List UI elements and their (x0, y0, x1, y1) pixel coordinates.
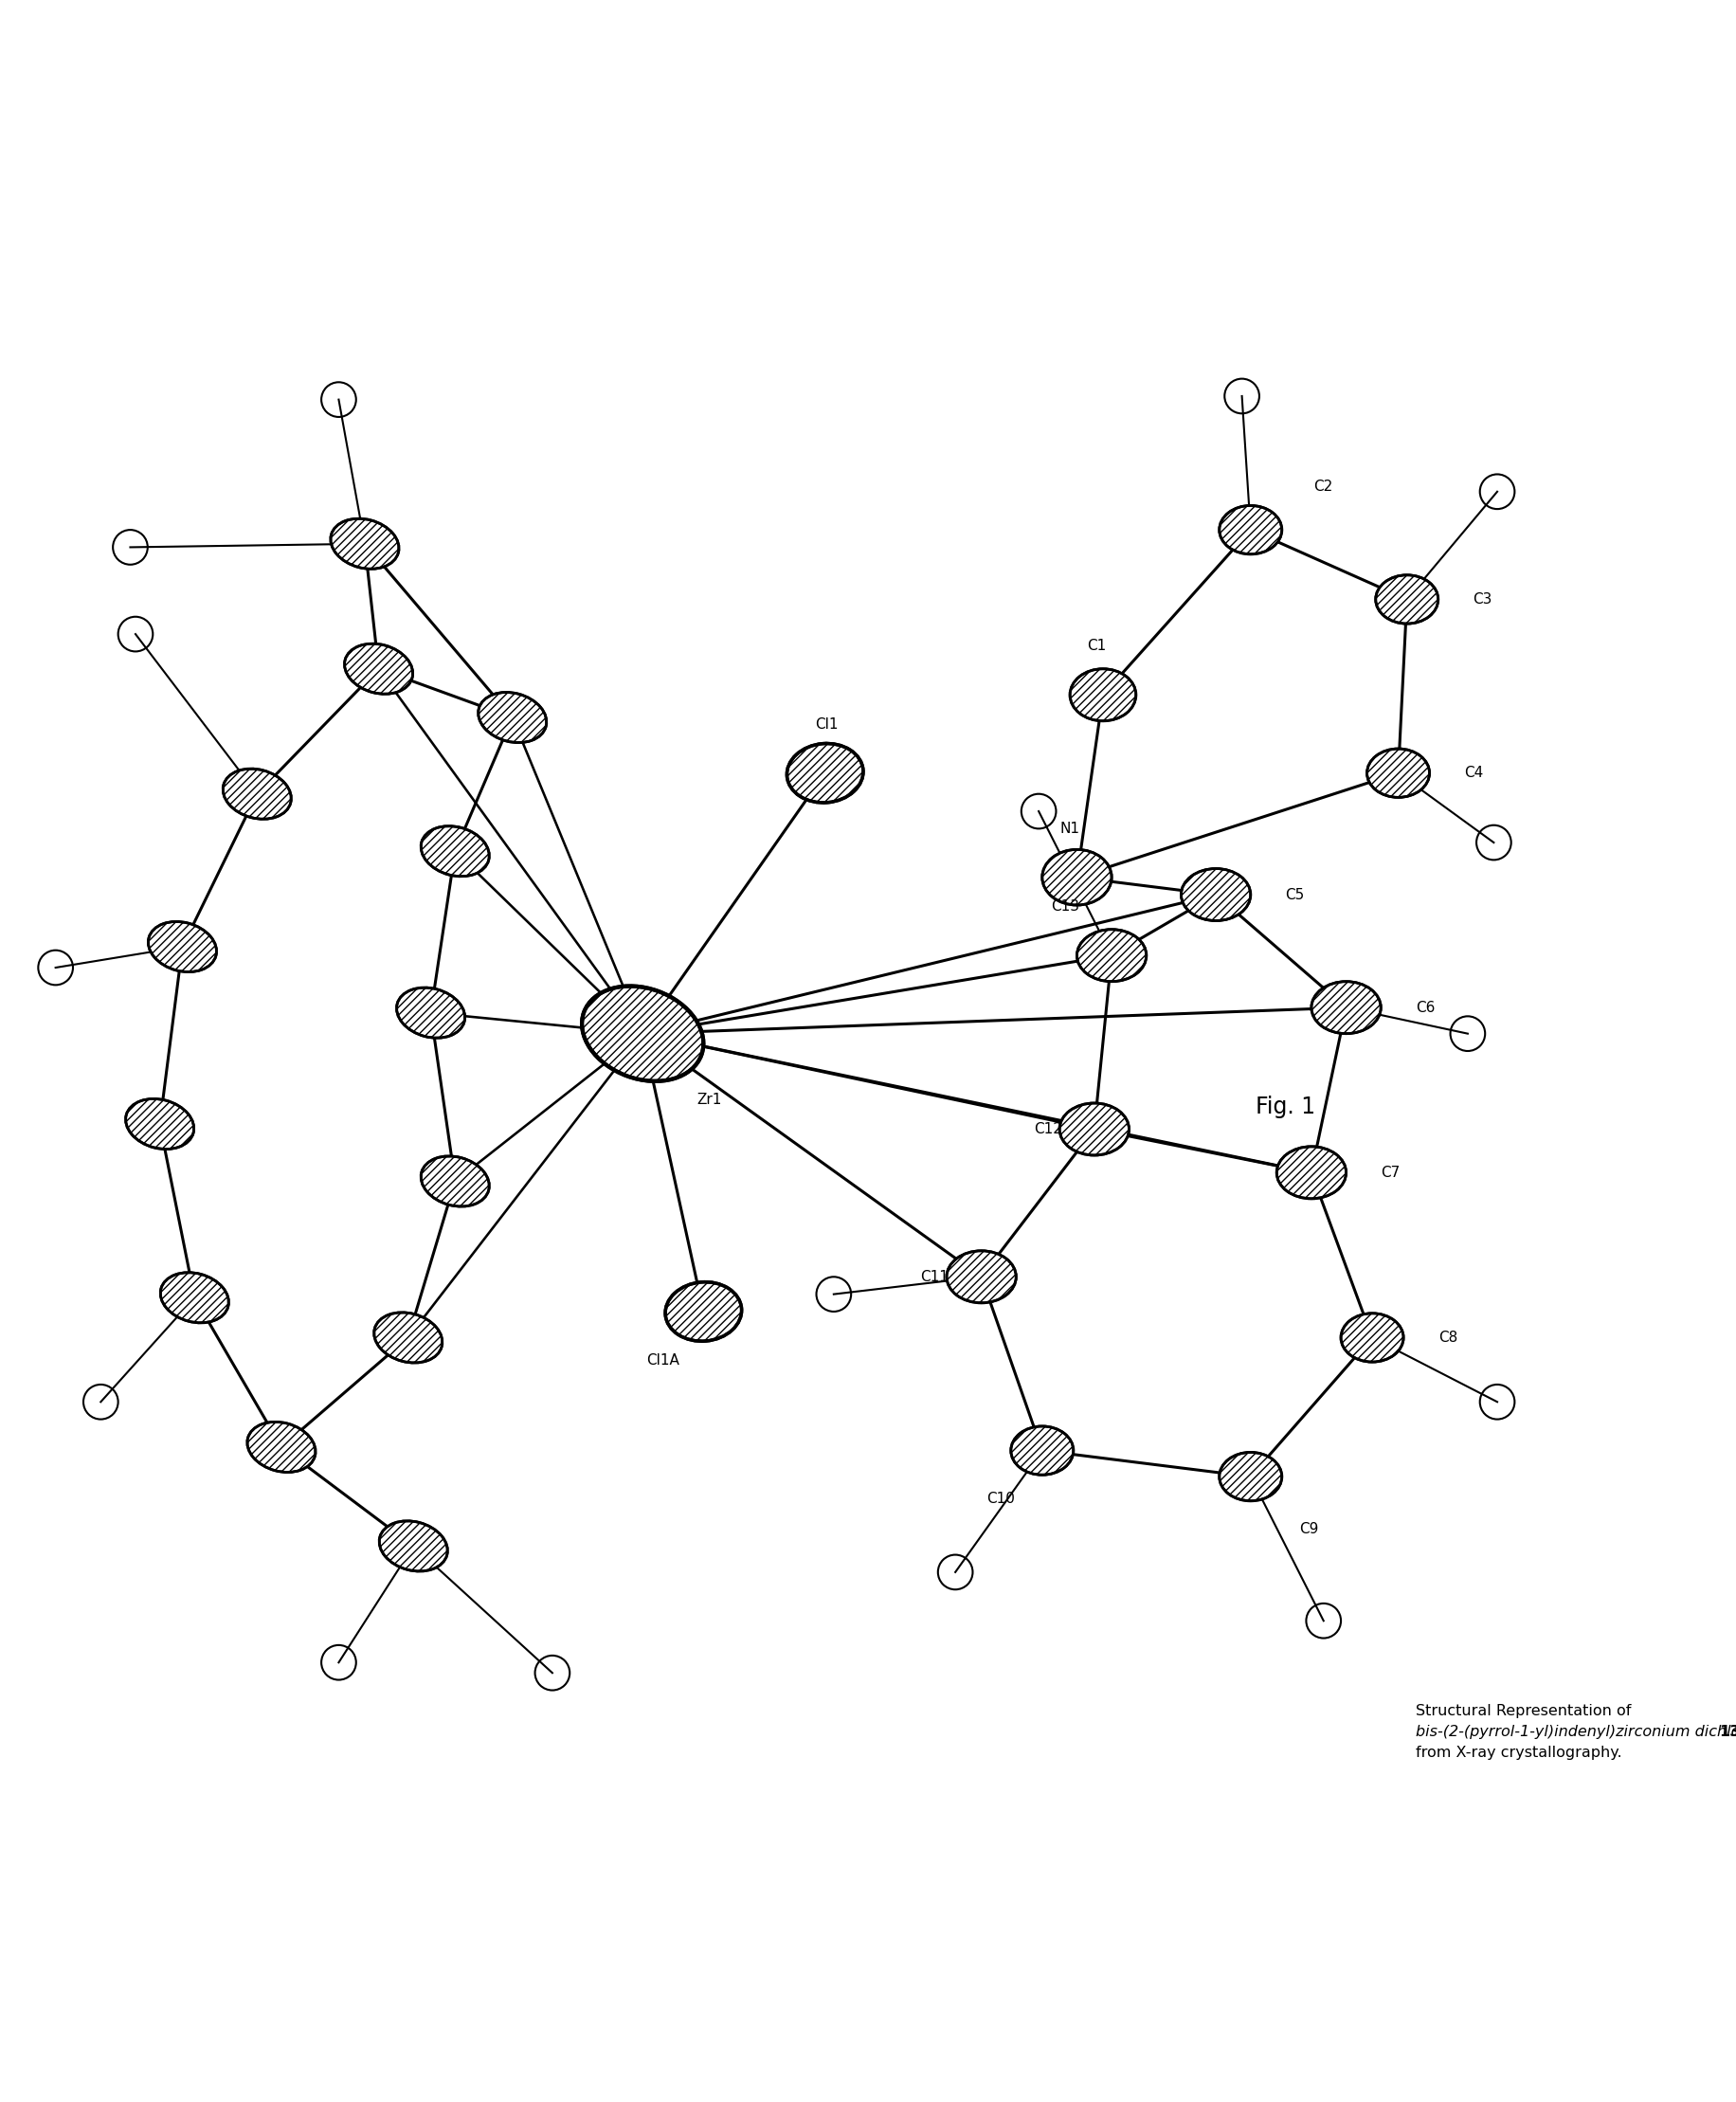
Text: C1: C1 (1087, 639, 1106, 654)
Text: C4: C4 (1463, 765, 1483, 780)
Ellipse shape (946, 1251, 1016, 1303)
Ellipse shape (1076, 929, 1146, 982)
Ellipse shape (148, 921, 217, 971)
Text: from X-ray crystallography.: from X-ray crystallography. (1415, 1745, 1621, 1759)
Ellipse shape (330, 519, 399, 570)
Ellipse shape (665, 1282, 741, 1341)
Text: C6: C6 (1415, 1001, 1434, 1015)
Text: Zr1: Zr1 (696, 1093, 720, 1108)
Text: C8: C8 (1437, 1331, 1457, 1345)
Ellipse shape (378, 1522, 448, 1570)
Ellipse shape (396, 988, 465, 1038)
Ellipse shape (582, 986, 703, 1080)
Ellipse shape (1366, 748, 1429, 797)
Ellipse shape (1340, 1314, 1403, 1362)
Ellipse shape (373, 1312, 443, 1362)
Text: C3: C3 (1472, 593, 1491, 607)
Ellipse shape (160, 1272, 229, 1322)
Ellipse shape (125, 1099, 194, 1150)
Text: C2: C2 (1312, 479, 1332, 494)
Text: Structural Representation of: Structural Representation of (1415, 1705, 1635, 1717)
Ellipse shape (477, 692, 547, 742)
Text: C10: C10 (986, 1492, 1014, 1507)
Ellipse shape (1180, 868, 1250, 921)
Ellipse shape (1069, 668, 1135, 721)
Ellipse shape (222, 769, 292, 820)
Text: 13: 13 (1719, 1726, 1736, 1738)
Text: Cl1A: Cl1A (646, 1354, 679, 1366)
Ellipse shape (1042, 849, 1111, 906)
Ellipse shape (1010, 1427, 1073, 1476)
Ellipse shape (420, 826, 490, 877)
Text: Fig. 1: Fig. 1 (1255, 1095, 1314, 1118)
Ellipse shape (1219, 1452, 1281, 1501)
Text: N1: N1 (1059, 822, 1078, 837)
Ellipse shape (1219, 507, 1281, 555)
Ellipse shape (1311, 982, 1380, 1034)
Ellipse shape (247, 1421, 316, 1471)
Text: C5: C5 (1285, 887, 1304, 902)
Text: C13: C13 (1050, 900, 1078, 914)
Text: C7: C7 (1380, 1165, 1399, 1179)
Text: bis-(2-(pyrrol-1-yl)indenyl)zirconium dichloride (: bis-(2-(pyrrol-1-yl)indenyl)zirconium di… (1415, 1726, 1736, 1738)
Text: Cl1: Cl1 (814, 717, 837, 731)
Ellipse shape (1375, 576, 1437, 624)
Ellipse shape (344, 643, 413, 694)
Ellipse shape (786, 744, 863, 803)
Ellipse shape (420, 1156, 490, 1207)
Text: C11: C11 (920, 1270, 948, 1284)
Ellipse shape (1059, 1104, 1128, 1156)
Text: C12: C12 (1033, 1122, 1061, 1137)
Text: C9: C9 (1299, 1522, 1318, 1537)
Ellipse shape (1276, 1146, 1345, 1198)
